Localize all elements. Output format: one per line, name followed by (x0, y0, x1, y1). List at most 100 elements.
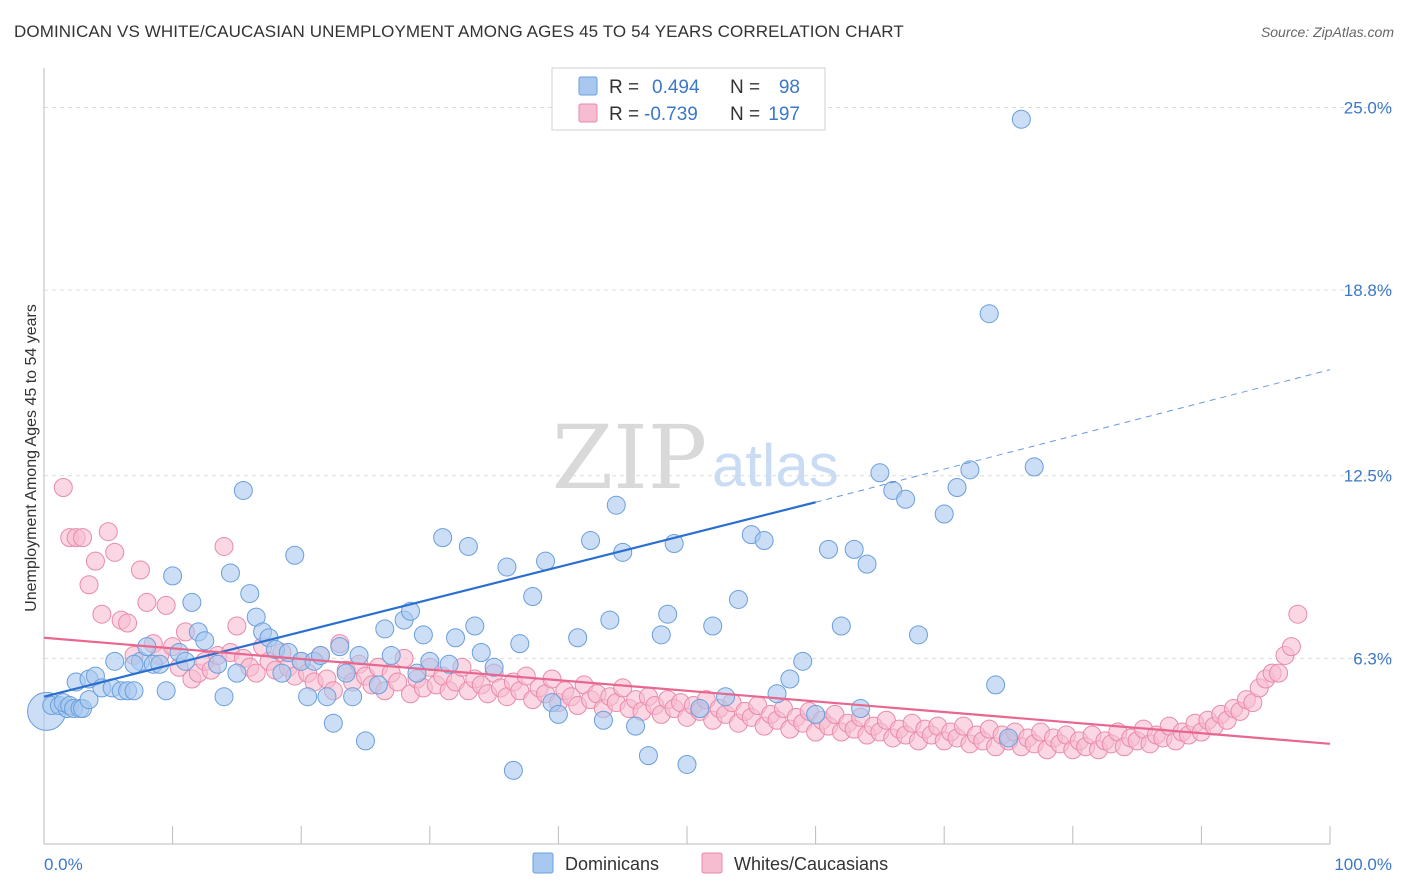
y-axis-title: Unemployment Among Ages 45 to 54 years (23, 304, 40, 612)
dominicans-point (658, 604, 678, 624)
y-tick-label: 25.0% (1344, 98, 1392, 117)
whites-point (137, 592, 157, 612)
dominicans-point (780, 669, 800, 689)
dominicans-point (844, 539, 864, 559)
legend-n-label-2: N = (730, 104, 760, 125)
dominicans-point (285, 545, 305, 565)
dominicans-point (471, 643, 491, 662)
dominicans-point (368, 675, 388, 695)
dominicans-point (638, 746, 658, 766)
dominicans-point (79, 690, 99, 710)
dominicans-point (323, 713, 343, 733)
whites-point (613, 678, 633, 698)
dominicans-point (356, 731, 375, 751)
dominicans-point (1024, 457, 1044, 477)
dominicans-point (600, 610, 620, 630)
dominicans-point (626, 716, 646, 736)
bottom-legend-label-dominicans: Dominicans (565, 854, 659, 874)
dominicans-point (465, 616, 485, 636)
dominicans-point (330, 637, 350, 657)
dominicans-point (536, 551, 556, 571)
legend-n-label-1: N = (730, 77, 760, 98)
grid-lines: 6.3% 12.5% 18.8% 25.0% (44, 98, 1392, 668)
legend-r-value-1: 0.494 (652, 77, 700, 98)
legend-n-value-2: 197 (768, 104, 800, 125)
dominicans-point (156, 681, 176, 701)
dominicans-point (240, 584, 260, 604)
whites-point (227, 616, 247, 636)
dominicans-point (510, 634, 530, 654)
whites-point (73, 528, 93, 548)
whites-point (1288, 604, 1308, 624)
dominicans-point (439, 654, 459, 674)
legend-r-value-2: -0.739 (644, 104, 698, 125)
x-tick-label-0: 0.0% (44, 855, 83, 874)
dominicans-point (651, 625, 671, 645)
watermark: ZIP atlas (552, 406, 839, 509)
dominicans-point (870, 463, 890, 483)
data-points (27, 109, 1308, 780)
whites-point (118, 613, 138, 633)
whites-point (246, 663, 266, 683)
dominicans-point (703, 616, 723, 636)
whites-point (105, 542, 125, 562)
dominicans-point (214, 687, 234, 707)
dominicans-point (793, 651, 813, 671)
dominicans-point (124, 654, 144, 674)
whites-point (1269, 663, 1289, 683)
dominicans-trend-extension (815, 369, 1331, 503)
dominicans-point (420, 651, 440, 671)
dominicans-point (298, 687, 318, 707)
legend-swatch-blue (578, 76, 598, 96)
dominicans-point (857, 554, 877, 574)
legend-r-label-2: R = (609, 104, 639, 125)
whites-point (214, 536, 234, 556)
dominicans-point (606, 495, 626, 515)
dominicans-point (548, 704, 568, 724)
watermark-atlas: atlas (712, 432, 839, 499)
whites-point (85, 551, 105, 571)
dominicans-point (413, 625, 433, 645)
dominicans-point (960, 460, 980, 480)
bottom-legend-label-whites: Whites/Caucasians (734, 854, 888, 874)
dominicans-point (124, 681, 144, 701)
y-tick-label: 12.5% (1344, 467, 1392, 486)
dominicans-point (999, 728, 1018, 748)
dominicans-point (195, 631, 215, 651)
dominicans-point (677, 754, 697, 774)
whites-point (53, 478, 73, 498)
dominicans-point (728, 589, 748, 609)
whites-point (98, 522, 118, 542)
bottom-legend-swatch-blue (532, 852, 554, 874)
dominicans-point (818, 539, 838, 559)
y-tick-label: 18.8% (1344, 281, 1392, 300)
dominicans-point (851, 698, 871, 718)
legend-n-value-1: 98 (779, 77, 800, 98)
chart-title: DOMINICAN VS WHITE/CAUCASIAN UNEMPLOYMEN… (14, 22, 904, 41)
whites-point (79, 575, 99, 595)
legend-r-label-1: R = (609, 77, 639, 98)
dominicans-point (986, 675, 1006, 695)
y-tick-label: 6.3% (1353, 649, 1392, 668)
dominicans-trend-line (43, 501, 816, 698)
dominicans-point (1011, 109, 1031, 129)
dominicans-point (458, 536, 478, 556)
dominicans-point (690, 698, 710, 718)
dominicans-point (831, 616, 851, 636)
whites-point (156, 595, 176, 615)
dominicans-point (381, 645, 401, 665)
x-tick-label-1: 100.0% (1334, 855, 1392, 874)
dominicans-point (208, 654, 228, 674)
dominicans-point (523, 587, 543, 607)
dominicans-point (806, 704, 826, 724)
dominicans-point (227, 663, 247, 683)
dominicans-point (581, 531, 601, 551)
dominicans-point (947, 478, 967, 498)
trend-lines (43, 369, 1331, 745)
legend-swatch-pink (578, 103, 598, 123)
dominicans-point (182, 592, 202, 612)
dominicans-point (401, 601, 421, 621)
dominicans-point (375, 619, 395, 639)
dominicans-point (433, 528, 453, 548)
